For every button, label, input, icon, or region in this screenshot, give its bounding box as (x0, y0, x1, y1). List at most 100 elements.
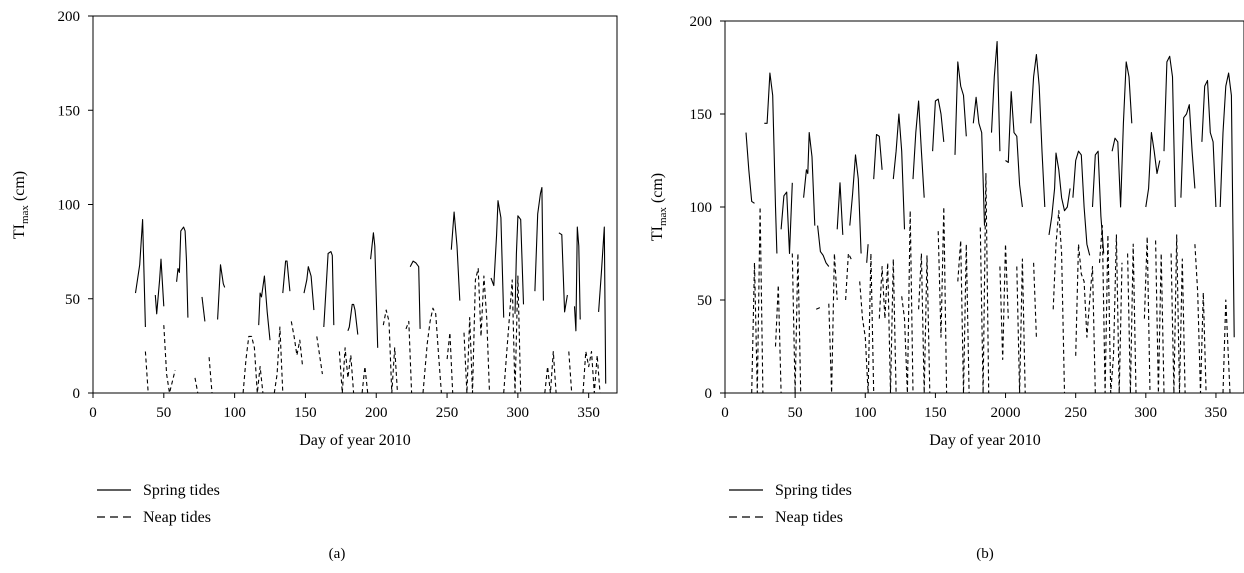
panel-b-neap-tides-line (1033, 262, 1037, 338)
panel-b-spring-tides-line (1072, 150, 1091, 256)
panel-a-spring-tides-line (154, 258, 165, 315)
panel-a-neap-tides-line (316, 336, 323, 375)
panel-b-spring-tides-line (836, 182, 844, 235)
panel-a-x-tick-label: 300 (507, 405, 530, 421)
panel-a-spring-tides-line (450, 211, 461, 301)
panel-a-spring-tides-line (558, 232, 568, 313)
panel-a-lines (134, 186, 607, 394)
panel-a-spring-tides-line (370, 232, 379, 348)
panel-a-y-tick-label: 150 (58, 103, 81, 119)
panel-a-neap-tides-line (273, 326, 284, 394)
panel-a-y-axis-title-subscript: max (19, 205, 31, 224)
panel-b-spring-tides-line (932, 98, 945, 152)
panel-a-neap-tides-line (338, 347, 355, 394)
panel-a-spring-tides-line (176, 226, 189, 318)
panel-a-y-axis-title-main: TI (11, 224, 28, 239)
panel-b-legend-neap-label: Neap tides (775, 509, 843, 526)
panel-a-x-tick-label: 50 (156, 405, 171, 421)
panel-a-y-tick-label: 50 (65, 292, 80, 308)
panel-b-y-tick-label: 0 (705, 386, 713, 402)
panel-b-spring-tides-line (803, 132, 816, 226)
panel-b-neap-tides-line (774, 284, 782, 394)
panel-b-spring-tides-line (990, 40, 1001, 152)
panel-a-spring-tides-line (534, 186, 544, 301)
panel-b-spring-tides-line (1163, 55, 1176, 208)
panel-a-x-tick-label: 200 (365, 405, 388, 421)
panel-a-neap-tides-line (290, 321, 304, 367)
panel-a-label: (a) (329, 546, 346, 562)
panel-b: 0 50 100 150 2000 250 300 350 0 50 100 1… (649, 14, 1244, 562)
panel-b-neap-tides-line (828, 252, 838, 394)
panel-b-spring-tides-line (866, 244, 869, 263)
panel-b-y-ticks: 0 50 100 150 200 (690, 14, 713, 402)
panel-a-neap-tides-line (582, 350, 601, 394)
panel-a-neap-tides-line (568, 351, 573, 394)
panel-a-x-tick-label: 350 (577, 405, 600, 421)
panel-b-y-axis-title: TImax (cm) (649, 173, 669, 241)
panel-b-lines (745, 40, 1235, 394)
panel-b-spring-tides-line (1219, 72, 1235, 338)
panel-b-spring-tides-line (954, 61, 967, 155)
panel-a-spring-tides-line (323, 251, 335, 328)
panel-b-spring-tides-line (1030, 53, 1046, 208)
panel-a-neap-tides-line (503, 275, 522, 394)
panel-a-spring-tides-line (490, 200, 505, 318)
panel-b-neap-tides-line (999, 243, 1009, 361)
panel-a-x-tick-label: 0 (89, 405, 97, 421)
panel-b-neap-tides-line (791, 252, 802, 394)
panel-a-y-axis-title-unit: (cm) (11, 171, 28, 201)
panel-b-x-axis-title: Day of year 2010 (929, 432, 1041, 449)
panel-b-legend-spring-label: Spring tides (775, 482, 852, 499)
panel-a-neap-tides-line (144, 351, 149, 394)
panel-b-neap-tides-line (1016, 258, 1026, 394)
panel-a-neap-tides-line (194, 377, 199, 394)
panel-a-neap-tides-line (405, 320, 413, 394)
panel-b-x-tick-label: 350 (1205, 405, 1228, 421)
panel-b-legend: Spring tides Neap tides (729, 482, 852, 526)
panel-b-x-tick-label: 0 (721, 405, 729, 421)
panel-b-spring-tides-line (912, 100, 925, 198)
panel-a-x-tick-label: 100 (223, 405, 246, 421)
panel-b-y-tick-label: 50 (697, 293, 712, 309)
panel-b-y-axis-title-unit: (cm) (649, 173, 666, 203)
panel-a-plot-frame (92, 15, 618, 394)
panel-a-legend: Spring tides Neap tides (97, 482, 220, 526)
panel-a-spring-tides-line (282, 260, 291, 294)
panel-b-neap-tides-line (815, 306, 821, 310)
panel-b-neap-tides-line (1143, 236, 1151, 394)
panel-a-spring-tides-line (258, 275, 271, 341)
panel-a-spring-tides-line (347, 303, 359, 335)
panel-b-x-tick-label: 2000 (991, 405, 1021, 421)
panel-a-neap-tides-line (163, 325, 176, 394)
panel-b-y-tick-label: 200 (690, 14, 713, 30)
panel-a-legend-spring-label: Spring tides (143, 482, 220, 499)
panel-b-neap-tides-line (1170, 234, 1186, 394)
panel-b-neap-tides-line (1194, 244, 1207, 394)
panel-b-spring-tides-line (972, 96, 986, 226)
panel-a-spring-tides-line (217, 264, 226, 320)
panel-b-x-tick-label: 50 (788, 405, 803, 421)
panel-a-y-ticks: 0 50 100 150 200 (58, 9, 81, 402)
panel-b-y-axis-title-subscript: max (657, 207, 669, 226)
panel-b-spring-tides-line (1005, 91, 1023, 208)
panel-b-neap-tides-line (845, 252, 852, 301)
panel-a-legend-neap-label: Neap tides (143, 509, 211, 526)
panel-b-y-tick-label: 100 (690, 200, 713, 216)
panel-b-neap-tides-line (979, 172, 990, 394)
panel-a-neap-tides-line (446, 332, 454, 394)
panel-b-x-tick-label: 250 (1064, 405, 1087, 421)
panel-b-spring-tides-line (1111, 61, 1133, 208)
panel-b-spring-tides-line (873, 133, 883, 180)
panel-b-x-tick-label: 100 (854, 405, 877, 421)
panel-b-neap-tides-line (918, 252, 931, 394)
panel-b-y-axis-title-main: TI (649, 226, 666, 241)
panel-a-neap-tides-line (382, 309, 399, 394)
panel-b-neap-tides-line (859, 252, 875, 394)
panel-b-neap-tides-line (1127, 243, 1137, 394)
panel-b-spring-tides-line (764, 72, 778, 254)
panel-a-x-tick-label: 250 (436, 405, 459, 421)
panel-a-spring-tides-line (303, 266, 315, 311)
panel-b-x-ticks: 0 50 100 150 2000 250 300 350 (721, 405, 1227, 421)
panel-a-spring-tides-line (134, 219, 146, 328)
